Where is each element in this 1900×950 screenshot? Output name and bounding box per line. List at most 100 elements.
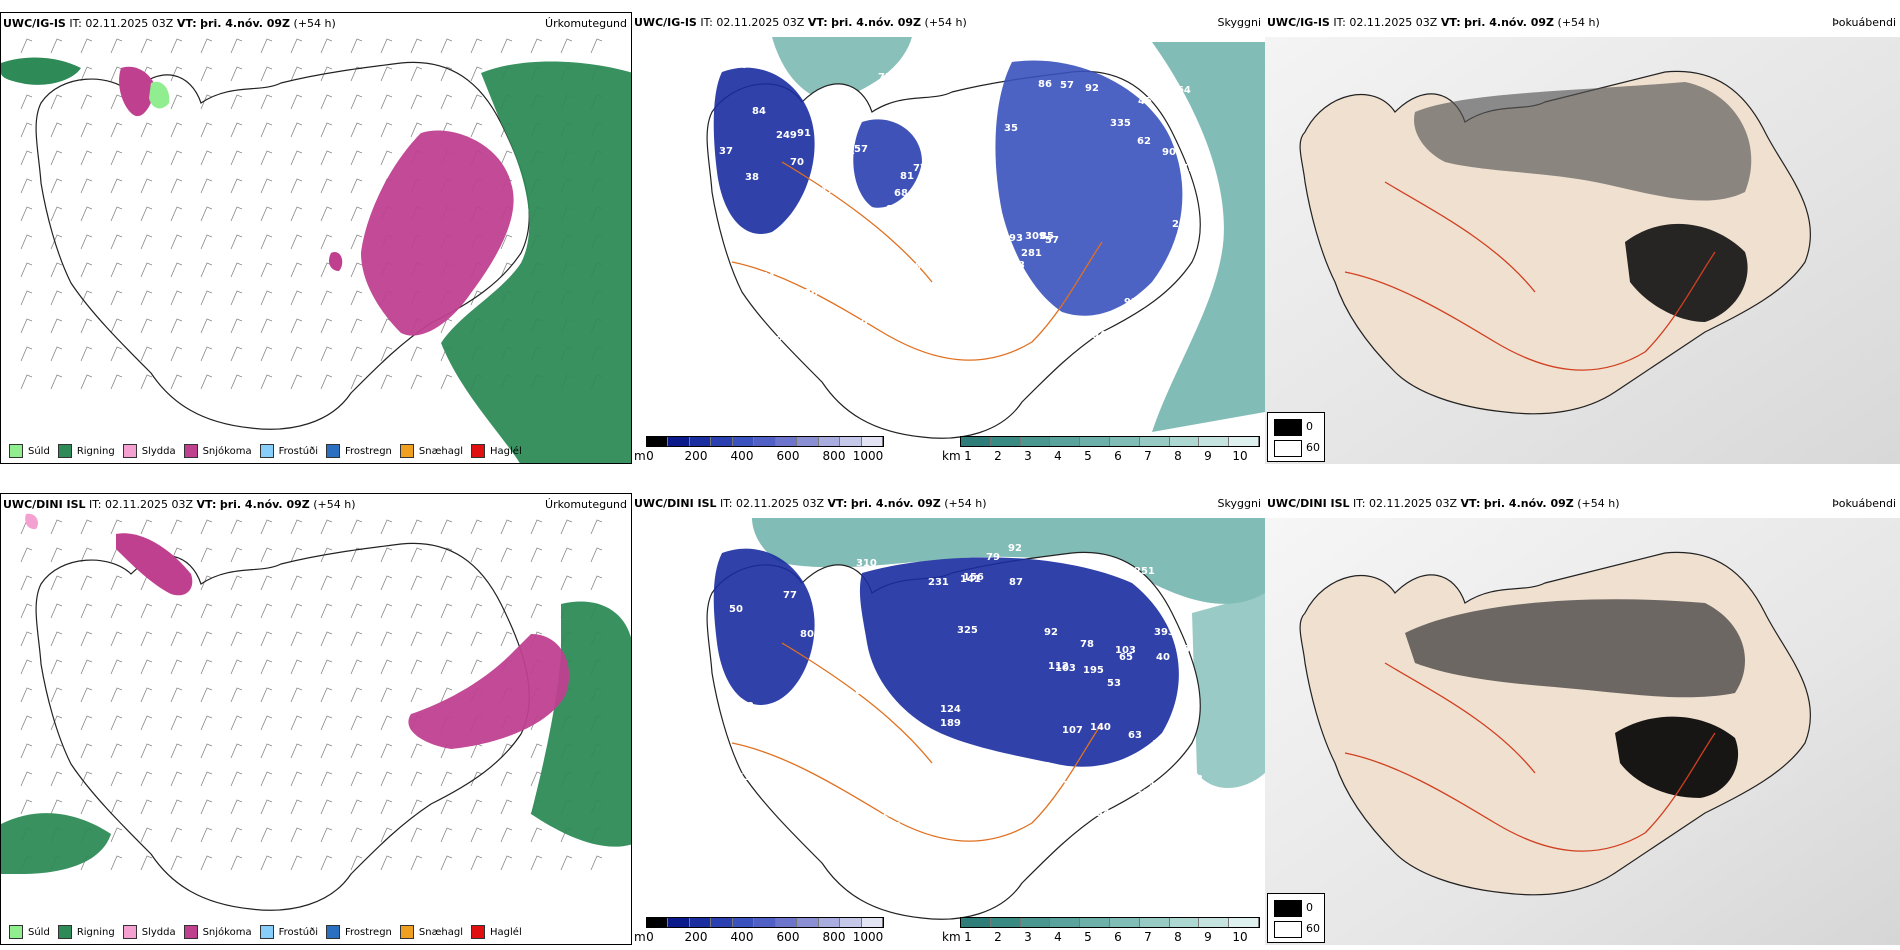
ceiling-tick: 200 <box>684 449 708 463</box>
wind-barb <box>530 547 543 563</box>
wind-barb <box>350 743 363 759</box>
wind-barb <box>350 575 363 591</box>
wind-barb <box>560 38 573 54</box>
wind-barb <box>590 547 603 563</box>
iceland-coastline <box>35 61 530 430</box>
wind-barb <box>440 519 453 535</box>
wind-barb <box>440 66 453 82</box>
ceiling-value-label: 60 <box>924 766 938 777</box>
wind-barb <box>110 206 123 222</box>
wind-barb <box>290 743 303 759</box>
wind-barb <box>20 318 33 334</box>
wind-barb <box>140 631 153 647</box>
ceiling-value-label: 335 <box>768 350 789 361</box>
wind-barb <box>260 743 273 759</box>
wind-barb <box>200 855 213 871</box>
precip-type-map <box>1 513 631 911</box>
roads <box>731 642 1103 842</box>
ceiling-value-label: 73 <box>1130 330 1144 341</box>
ceiling-value-label: 92 <box>1085 83 1099 94</box>
colorbar-segment <box>961 918 991 927</box>
ceiling-value-label: 42 <box>917 772 931 783</box>
fog-legend-light-label: 60 <box>1306 441 1320 454</box>
wind-barb <box>410 374 423 390</box>
wind-barb <box>320 771 333 787</box>
wind-barb <box>140 687 153 703</box>
wind-barb <box>320 178 333 194</box>
wind-barb <box>140 318 153 334</box>
wind-barb <box>410 631 423 647</box>
fog-dark-north <box>1414 82 1752 201</box>
panel-title: Þokuábendi <box>1832 16 1896 29</box>
wind-barb <box>230 547 243 563</box>
visibility-tick: 5 <box>1084 930 1092 944</box>
ceiling-value-label: 84 <box>752 106 766 117</box>
wind-barb <box>410 771 423 787</box>
wind-barb <box>200 771 213 787</box>
wind-barb <box>110 150 123 166</box>
wind-barb <box>470 827 483 843</box>
wind-barb <box>350 234 363 250</box>
wind-barb <box>500 631 513 647</box>
vt-value: þri. 4.nóv. 09Z <box>1464 16 1555 29</box>
wind-barb <box>260 66 273 82</box>
colorbar-segment <box>668 437 690 446</box>
vt-label: VT: <box>807 16 828 29</box>
ceiling-value-label: 91 <box>797 128 811 139</box>
wind-barb <box>260 290 273 306</box>
fog-indicator-panel-bottom: UWC/DINI ISL IT: 02.11.2025 03Z VT: þri.… <box>1265 493 1900 945</box>
model-name: UWC/IG-IS <box>1267 16 1330 29</box>
fog-legend-dark-label: 0 <box>1306 901 1313 914</box>
wind-barb <box>470 603 483 619</box>
panel-header: UWC/DINI ISL IT: 02.11.2025 03Z VT: þri.… <box>1267 497 1620 510</box>
wind-barb <box>320 827 333 843</box>
wind-barb <box>440 771 453 787</box>
wind-barb <box>20 206 33 222</box>
ceiling-value-label: 103 <box>1030 761 1051 772</box>
wind-barb <box>470 575 483 591</box>
legend-swatch <box>57 925 72 939</box>
ceiling-value-label: 72 <box>841 146 855 157</box>
wind-barb <box>140 374 153 390</box>
colorbar-segment <box>1229 918 1259 927</box>
wind-barb <box>80 206 93 222</box>
wind-barb <box>170 234 183 250</box>
it-label: IT: <box>720 497 733 510</box>
ceiling-value-label: 369 <box>847 318 868 329</box>
wind-barb <box>200 346 213 362</box>
wind-barb <box>50 94 63 110</box>
wind-barb <box>20 743 33 759</box>
wind-barb <box>320 799 333 815</box>
ceiling-value-label: 171 <box>816 269 837 280</box>
ceiling-value-label: 57 <box>854 144 868 155</box>
vt-value: þri. 4.nóv. 09Z <box>831 16 922 29</box>
wind-barb <box>380 66 393 82</box>
wind-barb <box>260 575 273 591</box>
wind-barb <box>170 262 183 278</box>
precip-legend: Súld Rigning Slydda Snjókoma Frostúði Fr… <box>1 920 522 944</box>
legend-item-haglel: Haglél <box>471 925 522 939</box>
wind-barb <box>230 374 243 390</box>
wind-barb <box>260 687 273 703</box>
wind-barb <box>230 631 243 647</box>
wind-barb <box>320 346 333 362</box>
colorbar-segment <box>1080 918 1110 927</box>
wind-barb <box>260 771 273 787</box>
legend-swatch <box>259 444 274 458</box>
colorbar-segment <box>1020 437 1051 446</box>
ceiling-value-label: 92 <box>1124 297 1138 308</box>
wind-barb <box>350 659 363 675</box>
wind-barb <box>320 547 333 563</box>
wind-barb <box>200 743 213 759</box>
it-label: IT: <box>1353 497 1366 510</box>
wind-barb <box>230 603 243 619</box>
wind-barb <box>530 519 543 535</box>
visibility-area-east <box>1192 593 1265 788</box>
colorbar-segment <box>1139 437 1170 446</box>
colorbar-segment <box>1139 918 1170 927</box>
ceiling-value-label: 70 <box>790 157 804 168</box>
wind-barb <box>380 855 393 871</box>
ceiling-tick: 0 <box>646 930 654 944</box>
ceiling-value-label: 52 <box>769 335 783 346</box>
panel-title: Skyggni <box>1217 16 1261 29</box>
